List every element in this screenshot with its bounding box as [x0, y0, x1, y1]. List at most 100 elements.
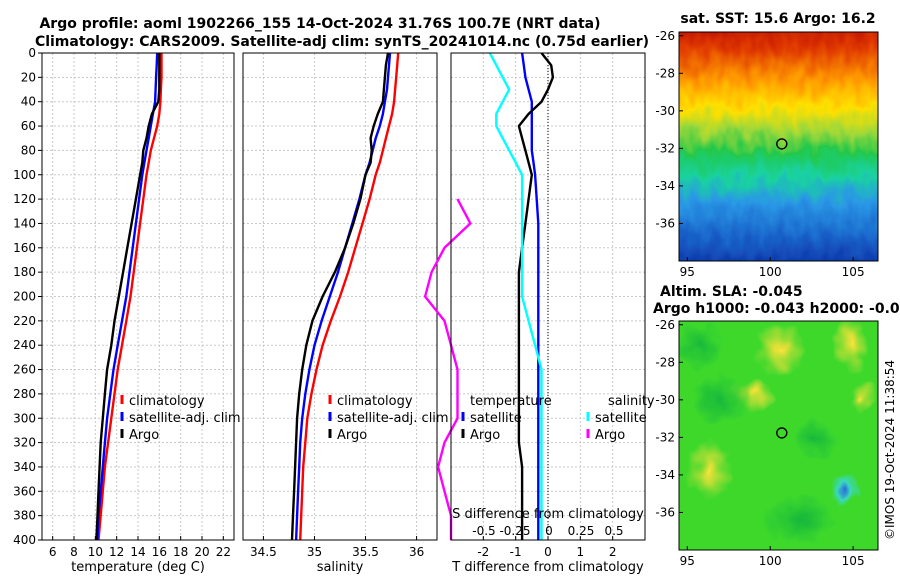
legend-label: Argo: [470, 428, 500, 443]
ytick-label: 100: [13, 168, 36, 182]
map-xtick-label: 95: [680, 265, 695, 279]
ytick-label: 260: [13, 363, 36, 377]
xtick-top-label: -0.25: [499, 524, 530, 538]
series-line-satellite-t-: [520, 52, 540, 540]
legend-label: satellite-adj. clim: [129, 411, 241, 426]
ytick-label: 40: [21, 95, 36, 109]
map-ytick-label: -26: [655, 29, 675, 43]
xtick-label: 16: [152, 545, 167, 559]
legend-label: climatology: [129, 394, 205, 409]
ytick-label: 300: [13, 411, 36, 425]
legend-label: temperature: [470, 394, 552, 409]
profile-panels: 0204060801001201401601802002202402602803…: [13, 46, 655, 575]
ytick-label: 200: [13, 290, 36, 304]
sla-map-subtitle: Argo h1000: -0.043 h2000: -0.059: [653, 301, 900, 317]
x-axis-label-top: S difference from climatology: [452, 507, 644, 522]
legend-label: satellite-adj. clim: [337, 411, 449, 426]
map-ytick-label: -30: [655, 104, 675, 118]
map-ytick-label: -36: [655, 216, 675, 230]
profile-panel-temperature-profile: 0 20 40 60 80 100 120 140 160 180 200 220 240 260 280 3…: [13, 46, 241, 575]
series-line-climatology: [97, 53, 163, 541]
ytick-label: 120: [13, 192, 36, 206]
map-xtick-label: 105: [842, 265, 865, 279]
sst-argo-marker: [776, 138, 788, 150]
legend-label: Argo: [595, 428, 625, 443]
xtick-top-label: -0.5: [472, 524, 495, 538]
map-ytick-label: -34: [655, 468, 675, 482]
xtick-label: -2: [477, 545, 489, 559]
sla-map: -26 -28 -30 -32 -34 -36 95 100 105: [655, 318, 879, 568]
xtick-top-label: 0: [545, 524, 553, 538]
xtick-label: 6: [49, 545, 57, 559]
xtick-label: 35.5: [352, 545, 379, 559]
profile-panel-difference-profile: -2 -1 0 1 2T difference from climatology temp…: [423, 52, 655, 575]
map-ytick-label: -34: [655, 179, 675, 193]
ytick-label: 80: [21, 143, 36, 157]
sst-map-ticks: -26 -28 -30 -32 -34 -36 95 100 105: [655, 29, 864, 279]
xtick-label: 8: [70, 545, 78, 559]
map-xtick-label: 100: [759, 265, 782, 279]
title-line-2: Climatology: CARS2009. Satellite-adj cli…: [35, 34, 649, 50]
sst-map: -26 -28 -30 -32 -34 -36 95 100 105: [655, 29, 879, 279]
sla-map-title: Altim. SLA: -0.045: [660, 284, 803, 300]
ytick-label: 380: [13, 509, 36, 523]
xtick-top-label: 0.25: [568, 524, 595, 538]
ytick-label: 220: [13, 314, 36, 328]
map-ytick-label: -32: [655, 430, 675, 444]
profile-panel-salinity-profile: 34.5 35 35.5 36 salinity climatology satellite…: [242, 52, 449, 575]
series-line-argo: [290, 52, 390, 541]
sla-map-ticks: -26 -28 -30 -32 -34 -36 95 100 105: [655, 318, 864, 568]
legend-label: salinity: [608, 394, 655, 409]
axis-frame: [242, 52, 438, 541]
xtick-label: 2: [609, 545, 617, 559]
xtick-label: 20: [194, 545, 209, 559]
legend-label: Argo: [129, 428, 159, 443]
ytick-label: 360: [13, 484, 36, 498]
legend-label: climatology: [337, 394, 413, 409]
imos-credit: ©IMOS 19-Oct-2024 11:38:54: [883, 360, 897, 540]
xtick-label: 35: [307, 545, 322, 559]
x-axis-label: salinity: [317, 560, 364, 575]
sla-heatmap: [679, 321, 878, 550]
legend-label: satellite: [470, 411, 522, 426]
xtick-label: 36: [409, 545, 424, 559]
sla-map-frame: [678, 320, 879, 551]
sst-map-frame: [678, 31, 879, 262]
xtick-label: 0: [544, 545, 552, 559]
map-ytick-label: -36: [655, 505, 675, 519]
ytick-label: 400: [13, 533, 36, 547]
map-xtick-label: 95: [680, 554, 695, 568]
series-line-satellite-adj-clim: [96, 52, 159, 541]
legend-label: Argo: [337, 428, 367, 443]
ytick-label: 280: [13, 387, 36, 401]
grid-salinity-profile: [243, 52, 437, 541]
ytick-label: 340: [13, 460, 36, 474]
ytick-label: 240: [13, 338, 36, 352]
series-line-satellite-s-: [488, 52, 543, 540]
xtick-label: -1: [510, 545, 522, 559]
x-axis-label: temperature (deg C): [71, 560, 205, 575]
xtick-label: 14: [130, 545, 145, 559]
xtick-label: 18: [173, 545, 188, 559]
legend-label: satellite: [595, 411, 647, 426]
ytick-label: 20: [21, 70, 36, 84]
series-line-argo: [95, 53, 161, 541]
map-xtick-label: 105: [842, 554, 865, 568]
xtick-top-label: 0.5: [604, 524, 623, 538]
map-ytick-label: -28: [655, 66, 675, 80]
ytick-label: 0: [28, 46, 36, 60]
xtick-label: 10: [88, 545, 103, 559]
map-ytick-label: -32: [655, 141, 675, 155]
series-line-climatology: [299, 52, 400, 541]
grid-temperature-profile: [42, 52, 234, 541]
sst-map-title: sat. SST: 15.6 Argo: 16.2: [680, 11, 875, 27]
x-axis-label: T difference from climatology: [451, 560, 644, 575]
xtick-label: 1: [577, 545, 585, 559]
sla-argo-marker: [776, 427, 788, 439]
ytick-label: 140: [13, 216, 36, 230]
ytick-label: 60: [21, 119, 36, 133]
sst-heatmap: [679, 32, 878, 261]
xtick-label: 34.5: [250, 545, 277, 559]
series-line-argo-s-: [423, 198, 472, 540]
